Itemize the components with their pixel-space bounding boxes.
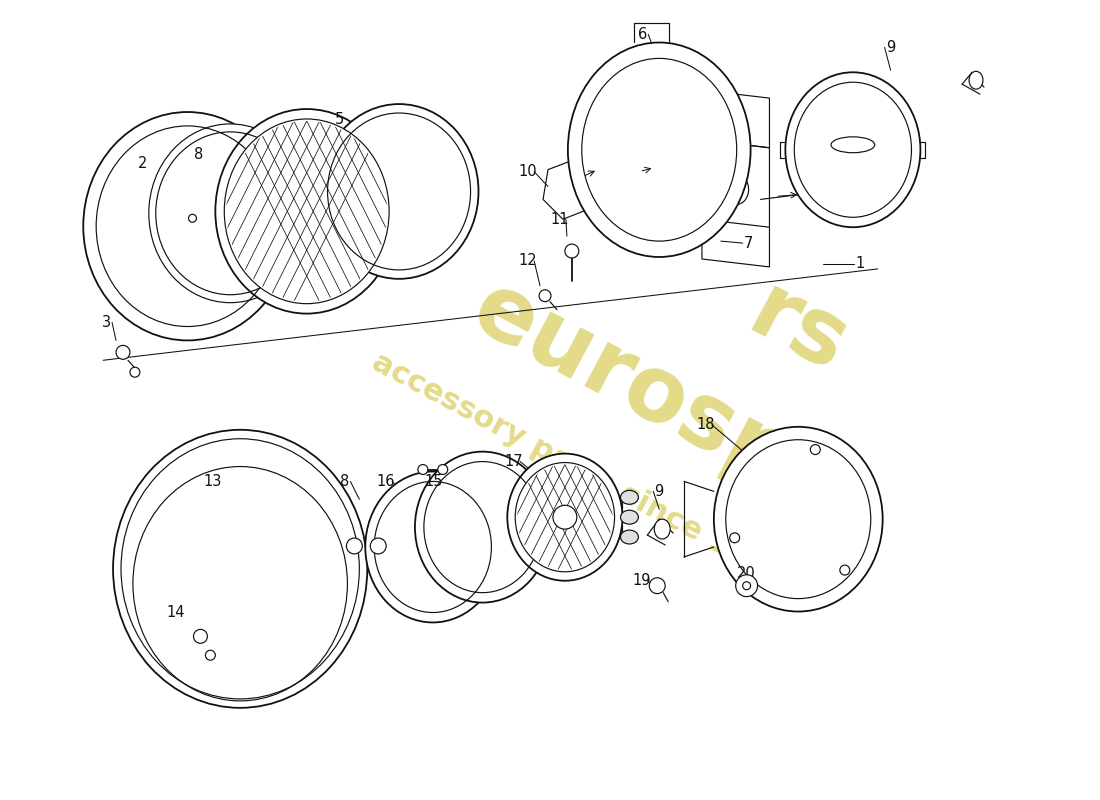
Text: 4: 4 xyxy=(263,130,272,144)
Ellipse shape xyxy=(418,465,428,474)
Ellipse shape xyxy=(539,290,551,302)
Text: eurospa: eurospa xyxy=(458,265,861,535)
Ellipse shape xyxy=(415,452,550,602)
Ellipse shape xyxy=(969,71,983,89)
Ellipse shape xyxy=(130,367,140,377)
Text: 16: 16 xyxy=(377,474,395,489)
Text: 15: 15 xyxy=(425,474,443,489)
Text: accessory parts since 1985: accessory parts since 1985 xyxy=(367,347,792,591)
Text: 1: 1 xyxy=(855,257,865,271)
Text: 5: 5 xyxy=(334,113,344,127)
Text: 7: 7 xyxy=(744,235,754,250)
Ellipse shape xyxy=(517,465,613,570)
Ellipse shape xyxy=(194,630,208,643)
Ellipse shape xyxy=(438,465,448,474)
Ellipse shape xyxy=(714,427,882,611)
Ellipse shape xyxy=(113,430,367,708)
Text: 20: 20 xyxy=(737,566,756,582)
Ellipse shape xyxy=(216,109,398,314)
Text: 10: 10 xyxy=(519,164,538,179)
Ellipse shape xyxy=(736,574,758,597)
Ellipse shape xyxy=(371,538,386,554)
Ellipse shape xyxy=(742,582,750,590)
Ellipse shape xyxy=(620,530,638,544)
Text: 8: 8 xyxy=(340,474,349,489)
Text: 18: 18 xyxy=(696,418,715,432)
Text: 19: 19 xyxy=(632,574,650,588)
Ellipse shape xyxy=(346,538,362,554)
Ellipse shape xyxy=(116,346,130,359)
Text: 12: 12 xyxy=(519,254,538,269)
Text: 14: 14 xyxy=(166,605,185,620)
Ellipse shape xyxy=(206,650,216,660)
Ellipse shape xyxy=(654,519,670,539)
Text: 9: 9 xyxy=(654,484,664,499)
Ellipse shape xyxy=(620,510,638,524)
Text: 9: 9 xyxy=(886,40,895,55)
Text: 2: 2 xyxy=(139,156,147,171)
Text: 8: 8 xyxy=(194,147,204,162)
Ellipse shape xyxy=(620,490,638,504)
Ellipse shape xyxy=(188,214,197,222)
Ellipse shape xyxy=(811,445,821,454)
Ellipse shape xyxy=(84,112,292,341)
Ellipse shape xyxy=(568,42,750,257)
Ellipse shape xyxy=(515,462,615,572)
Text: 13: 13 xyxy=(204,474,221,489)
Ellipse shape xyxy=(729,533,739,542)
Text: 6: 6 xyxy=(638,27,647,42)
Ellipse shape xyxy=(785,72,921,227)
Text: 3: 3 xyxy=(101,315,111,330)
Text: rs: rs xyxy=(735,269,862,392)
Ellipse shape xyxy=(553,506,576,529)
Ellipse shape xyxy=(148,124,311,302)
Ellipse shape xyxy=(830,137,874,153)
Ellipse shape xyxy=(227,121,387,302)
Ellipse shape xyxy=(565,244,579,258)
Text: 17: 17 xyxy=(505,454,524,469)
Ellipse shape xyxy=(365,471,501,622)
Ellipse shape xyxy=(649,578,666,594)
Ellipse shape xyxy=(507,454,623,581)
Text: 11: 11 xyxy=(551,212,569,226)
Ellipse shape xyxy=(320,104,478,279)
Ellipse shape xyxy=(224,119,389,304)
Ellipse shape xyxy=(840,565,850,575)
